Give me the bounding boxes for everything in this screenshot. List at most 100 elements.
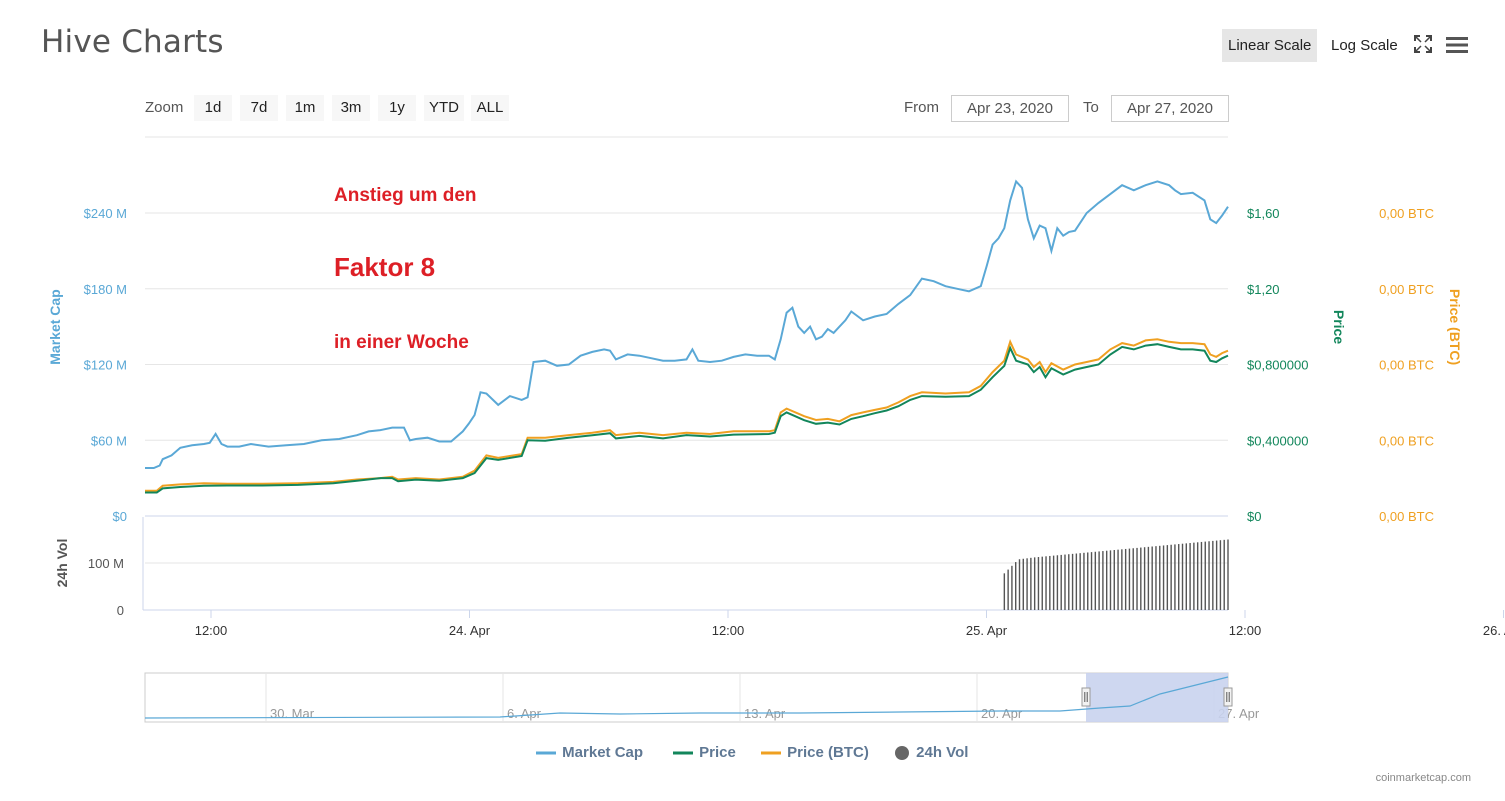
price-tick-label: $1,20 bbox=[1247, 282, 1280, 297]
fullscreen-icon[interactable] bbox=[1413, 34, 1433, 54]
volume-bar bbox=[1227, 539, 1229, 610]
volume-bar bbox=[1117, 549, 1119, 610]
volume-bar bbox=[1033, 557, 1036, 610]
volume-bar bbox=[1178, 544, 1180, 610]
zoom-3m-button[interactable]: 3m bbox=[332, 95, 370, 121]
volume-bar bbox=[1094, 551, 1097, 610]
legend-price-swatch bbox=[673, 751, 693, 755]
annotation-line-3: in einer Woche bbox=[334, 332, 469, 353]
volume-bar bbox=[1193, 542, 1195, 610]
price-btc-tick-label: 0,00 BTC bbox=[1379, 206, 1434, 221]
log-scale-button[interactable]: Log Scale bbox=[1331, 37, 1398, 54]
zoom-1m-button[interactable]: 1m bbox=[286, 95, 324, 121]
volume-axis-title: 24h Vol bbox=[54, 539, 70, 588]
volume-bar bbox=[1124, 548, 1127, 610]
volume-bar bbox=[1151, 546, 1153, 610]
navigator-handle bbox=[1223, 687, 1233, 707]
volume-bar bbox=[1007, 569, 1009, 610]
volume-bar bbox=[1083, 552, 1085, 610]
price-tick-label: $0,800000 bbox=[1247, 358, 1308, 373]
volume-bar bbox=[1045, 556, 1047, 610]
navigator-tick-label: 27. Apr bbox=[1218, 706, 1260, 721]
volume-bar bbox=[1166, 545, 1169, 610]
volume-bar bbox=[1056, 555, 1059, 610]
volume-bar bbox=[1128, 548, 1131, 610]
price-btc-line bbox=[145, 338, 1229, 492]
volume-bar bbox=[1011, 565, 1013, 610]
credit-link[interactable]: coinmarketcap.com bbox=[1375, 772, 1471, 784]
volume-bar bbox=[1200, 541, 1203, 610]
volume-bar bbox=[1208, 541, 1210, 610]
market-cap-tick-label: $180 M bbox=[84, 282, 127, 297]
zoom-1d-button[interactable]: 1d bbox=[194, 95, 232, 121]
legend-24h-vol-label: 24h Vol bbox=[916, 744, 969, 761]
volume-bar bbox=[1022, 558, 1024, 610]
linear-scale-button[interactable]: Linear Scale bbox=[1222, 29, 1318, 62]
legend-price-btc-label: Price (BTC) bbox=[787, 744, 869, 761]
volume-bar bbox=[1143, 547, 1146, 610]
volume-bars bbox=[1003, 539, 1229, 610]
navigator-handle bbox=[1081, 687, 1091, 707]
volume-bar bbox=[1223, 539, 1225, 610]
volume-bar bbox=[1052, 555, 1055, 610]
volume-bar bbox=[1041, 556, 1043, 610]
legend-price-label: Price bbox=[699, 744, 736, 761]
legend-price-btc[interactable]: Price (BTC) bbox=[761, 744, 869, 761]
annotation-line-1: Anstieg um den bbox=[334, 185, 477, 206]
legend-price[interactable]: Price bbox=[673, 744, 736, 761]
axes: $0 $0 0,00 BTC $60 M $0,400000 0,00 BTC $120 M… bbox=[47, 206, 1505, 638]
navigator-tick-label: 30. Mar bbox=[270, 706, 315, 721]
volume-bar bbox=[1026, 558, 1028, 610]
legend-24h-vol[interactable]: 24h Vol bbox=[894, 744, 968, 761]
zoom-ytd-button[interactable]: YTD bbox=[424, 95, 464, 121]
x-tick-label: 25. Apr bbox=[966, 623, 1008, 638]
grid-lines bbox=[142, 212, 1228, 611]
from-date-input[interactable]: Apr 23, 2020 bbox=[951, 95, 1069, 122]
market-cap-tick-label: $120 M bbox=[84, 358, 127, 373]
navigator-tick-label: 20. Apr bbox=[981, 706, 1023, 721]
volume-bar bbox=[1079, 553, 1081, 610]
navigator[interactable]: 30. Mar 6. Apr 13. Apr 20. Apr 27. Apr bbox=[144, 672, 1260, 723]
menu-icon[interactable] bbox=[1445, 35, 1469, 55]
to-date-input[interactable]: Apr 27, 2020 bbox=[1111, 95, 1229, 122]
zoom-7d-button[interactable]: 7d bbox=[240, 95, 278, 121]
volume-tick-label: 0 bbox=[117, 603, 124, 618]
page-title: Hive Charts bbox=[41, 24, 224, 60]
volume-bar bbox=[1140, 547, 1142, 610]
volume-bar bbox=[1113, 550, 1115, 610]
price-btc-tick-label: 0,00 BTC bbox=[1379, 282, 1434, 297]
volume-bar bbox=[1147, 546, 1150, 610]
x-tick-label: 12:00 bbox=[1229, 623, 1262, 638]
market-cap-line bbox=[145, 179, 1229, 469]
legend-market-cap[interactable]: Market Cap bbox=[536, 744, 643, 761]
x-tick-label: 12:00 bbox=[195, 623, 228, 638]
legend-market-cap-swatch bbox=[536, 751, 556, 755]
volume-bar bbox=[1121, 549, 1123, 610]
zoom-all-button[interactable]: ALL bbox=[471, 95, 509, 121]
price-tick-label: $0,400000 bbox=[1247, 433, 1308, 448]
volume-bar bbox=[1018, 559, 1021, 610]
series-lines bbox=[145, 179, 1229, 494]
volume-bar bbox=[1185, 543, 1188, 610]
market-cap-axis-title: Market Cap bbox=[47, 289, 63, 364]
zoom-label: Zoom bbox=[145, 99, 184, 116]
volume-bar bbox=[1030, 557, 1032, 610]
legend-market-cap-label: Market Cap bbox=[562, 744, 644, 761]
price-btc-tick-label: 0,00 BTC bbox=[1379, 433, 1434, 448]
volume-bar bbox=[1105, 550, 1108, 610]
price-tick-label: $1,60 bbox=[1247, 206, 1280, 221]
volume-bar bbox=[1219, 540, 1222, 610]
volume-bar bbox=[1003, 573, 1006, 610]
legend-24h-vol-swatch bbox=[895, 746, 909, 761]
zoom-1y-button[interactable]: 1y bbox=[378, 95, 416, 121]
navigator-selection bbox=[1086, 673, 1228, 722]
volume-tick-label: 100 M bbox=[88, 556, 124, 571]
price-btc-tick-label: 0,00 BTC bbox=[1379, 509, 1434, 524]
price-tick-label: $0 bbox=[1247, 509, 1261, 524]
volume-bar bbox=[1162, 545, 1165, 610]
volume-bar bbox=[1087, 552, 1089, 610]
volume-bar bbox=[1060, 554, 1062, 610]
volume-bar bbox=[1212, 540, 1214, 610]
market-cap-tick-label: $0 bbox=[113, 509, 127, 524]
volume-bar bbox=[1071, 553, 1074, 610]
